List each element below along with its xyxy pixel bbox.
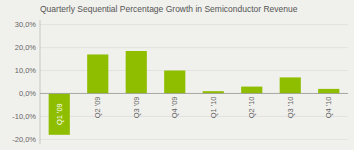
grid-line (40, 93, 348, 94)
category-label: Q2 '10 (247, 96, 256, 118)
tick-label: 20,0% (15, 43, 37, 52)
grid-line (40, 70, 348, 71)
title: Quarterly Sequential Percentage Growth i… (40, 4, 298, 14)
tick-label: -20,0% (12, 135, 36, 144)
bar (241, 87, 262, 94)
chart: Quarterly Sequential Percentage Growth i… (0, 0, 354, 150)
category-label: Q4 '10 (324, 96, 333, 118)
bar (280, 77, 301, 93)
tick-label: -10,0% (12, 112, 36, 121)
category-label: Q3 '10 (286, 96, 295, 118)
bars (49, 51, 340, 135)
tick-label: 10,0% (15, 66, 37, 75)
category-label: Q3 '09 (132, 96, 141, 118)
category-label: Q1 '10 (209, 96, 218, 118)
category-label: Q2 '09 (93, 96, 102, 118)
bar (164, 71, 185, 94)
grid-line (40, 47, 348, 48)
y-axis-line (40, 20, 41, 144)
bar (49, 93, 70, 134)
tick-label: 0,0% (19, 89, 36, 98)
tick-label: 30,0% (15, 20, 37, 29)
grid-line (40, 116, 348, 117)
zero-line (40, 93, 348, 94)
grid-line (40, 24, 348, 25)
grid-line (40, 139, 348, 140)
category-label: Q1 '09 (55, 103, 64, 125)
category-label: Q4 '09 (170, 96, 179, 118)
bar (87, 54, 108, 93)
bar (126, 51, 147, 93)
bar (318, 89, 339, 94)
background (0, 0, 354, 150)
